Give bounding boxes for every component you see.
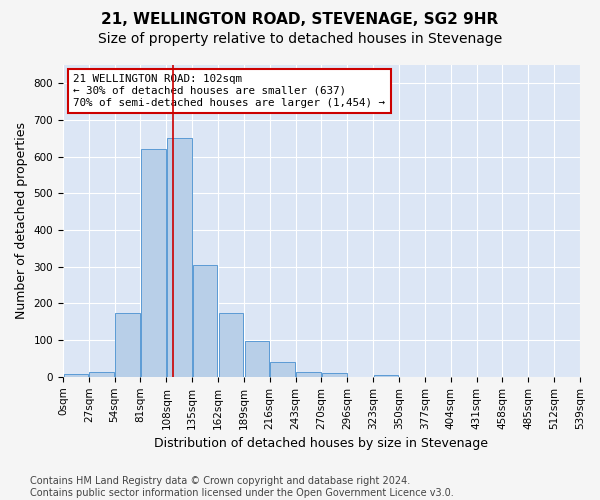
Bar	[193, 265, 217, 377]
Bar	[245, 341, 269, 377]
Y-axis label: Number of detached properties: Number of detached properties	[15, 122, 28, 320]
Text: Size of property relative to detached houses in Stevenage: Size of property relative to detached ho…	[98, 32, 502, 46]
Text: 21, WELLINGTON ROAD, STEVENAGE, SG2 9HR: 21, WELLINGTON ROAD, STEVENAGE, SG2 9HR	[101, 12, 499, 28]
X-axis label: Distribution of detached houses by size in Stevenage: Distribution of detached houses by size …	[154, 437, 488, 450]
Bar	[296, 372, 321, 377]
Bar	[271, 362, 295, 377]
Text: 21 WELLINGTON ROAD: 102sqm
← 30% of detached houses are smaller (637)
70% of sem: 21 WELLINGTON ROAD: 102sqm ← 30% of deta…	[73, 74, 385, 108]
Bar	[64, 374, 88, 377]
Bar	[141, 150, 166, 377]
Bar	[322, 373, 347, 377]
Bar	[218, 312, 243, 377]
Bar	[89, 372, 114, 377]
Text: Contains HM Land Registry data © Crown copyright and database right 2024.
Contai: Contains HM Land Registry data © Crown c…	[30, 476, 454, 498]
Bar	[374, 375, 398, 377]
Bar	[167, 138, 191, 377]
Bar	[115, 312, 140, 377]
